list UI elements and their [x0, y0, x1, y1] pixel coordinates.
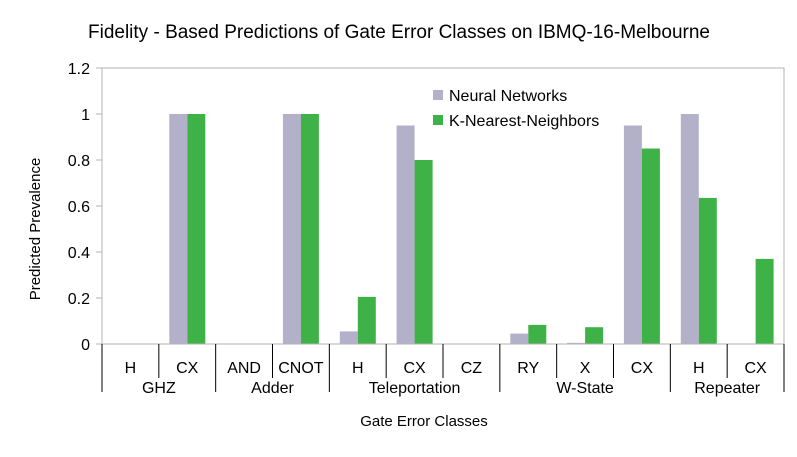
bar-neural-networks	[680, 114, 699, 344]
category-label: CX	[744, 360, 767, 377]
category-label: CNOT	[278, 360, 324, 377]
group-label: GHZ	[142, 380, 176, 397]
category-label: CZ	[461, 360, 483, 377]
bar-knn	[300, 114, 319, 344]
y-tick-label: 0.8	[68, 153, 90, 170]
bar-neural-networks	[567, 342, 586, 344]
bar-neural-networks	[169, 114, 188, 344]
x-axis-title: Gate Error Classes	[360, 413, 488, 430]
bar-knn	[641, 148, 660, 344]
legend-swatch	[433, 90, 443, 100]
category-label: H	[125, 360, 137, 377]
bar-neural-networks	[282, 114, 301, 344]
y-tick-label: 0.4	[68, 245, 90, 262]
legend: Neural Networks K-Nearest-Neighbors	[433, 88, 599, 130]
y-tick-label: 0	[81, 337, 90, 354]
bar-knn	[698, 197, 717, 344]
bar-neural-networks	[396, 125, 415, 344]
group-label: Adder	[251, 380, 294, 397]
group-label: W-State	[556, 380, 614, 397]
category-label: RY	[517, 360, 539, 377]
legend-label: Neural Networks	[449, 88, 567, 105]
plot-area: 0 0.2 0.4 0.6 0.8 1 1.2 H CX AND CNOT H CX CZ RY X CX H CX…	[68, 61, 785, 397]
y-tick-label: 1	[81, 107, 90, 124]
legend-label: K-Nearest-Neighbors	[449, 113, 599, 130]
bar-knn	[357, 296, 376, 344]
group-label: Repeater	[694, 380, 760, 397]
category-label: H	[352, 360, 364, 377]
bar-knn	[414, 160, 433, 344]
bar-neural-networks	[623, 125, 642, 344]
bar-knn	[528, 324, 547, 344]
category-label: CX	[631, 360, 654, 377]
bar-neural-networks	[339, 331, 358, 344]
category-label: H	[693, 360, 705, 377]
chart-title: Fidelity - Based Predictions of Gate Err…	[88, 22, 710, 43]
category-label: CX	[403, 360, 426, 377]
y-tick-label: 0.2	[68, 291, 90, 308]
bar-knn	[755, 258, 774, 344]
legend-swatch	[433, 115, 443, 125]
y-tick-label: 0.6	[68, 199, 90, 216]
bar-neural-networks	[510, 333, 529, 344]
y-tick-label: 1.2	[68, 61, 90, 78]
category-label: AND	[227, 360, 261, 377]
bar-knn	[187, 114, 206, 344]
y-axis-title: Predicted Prevalence	[27, 158, 44, 301]
bar-knn	[585, 327, 604, 344]
category-label: X	[580, 360, 591, 377]
category-label: CX	[176, 360, 199, 377]
group-label: Teleportation	[369, 380, 461, 397]
